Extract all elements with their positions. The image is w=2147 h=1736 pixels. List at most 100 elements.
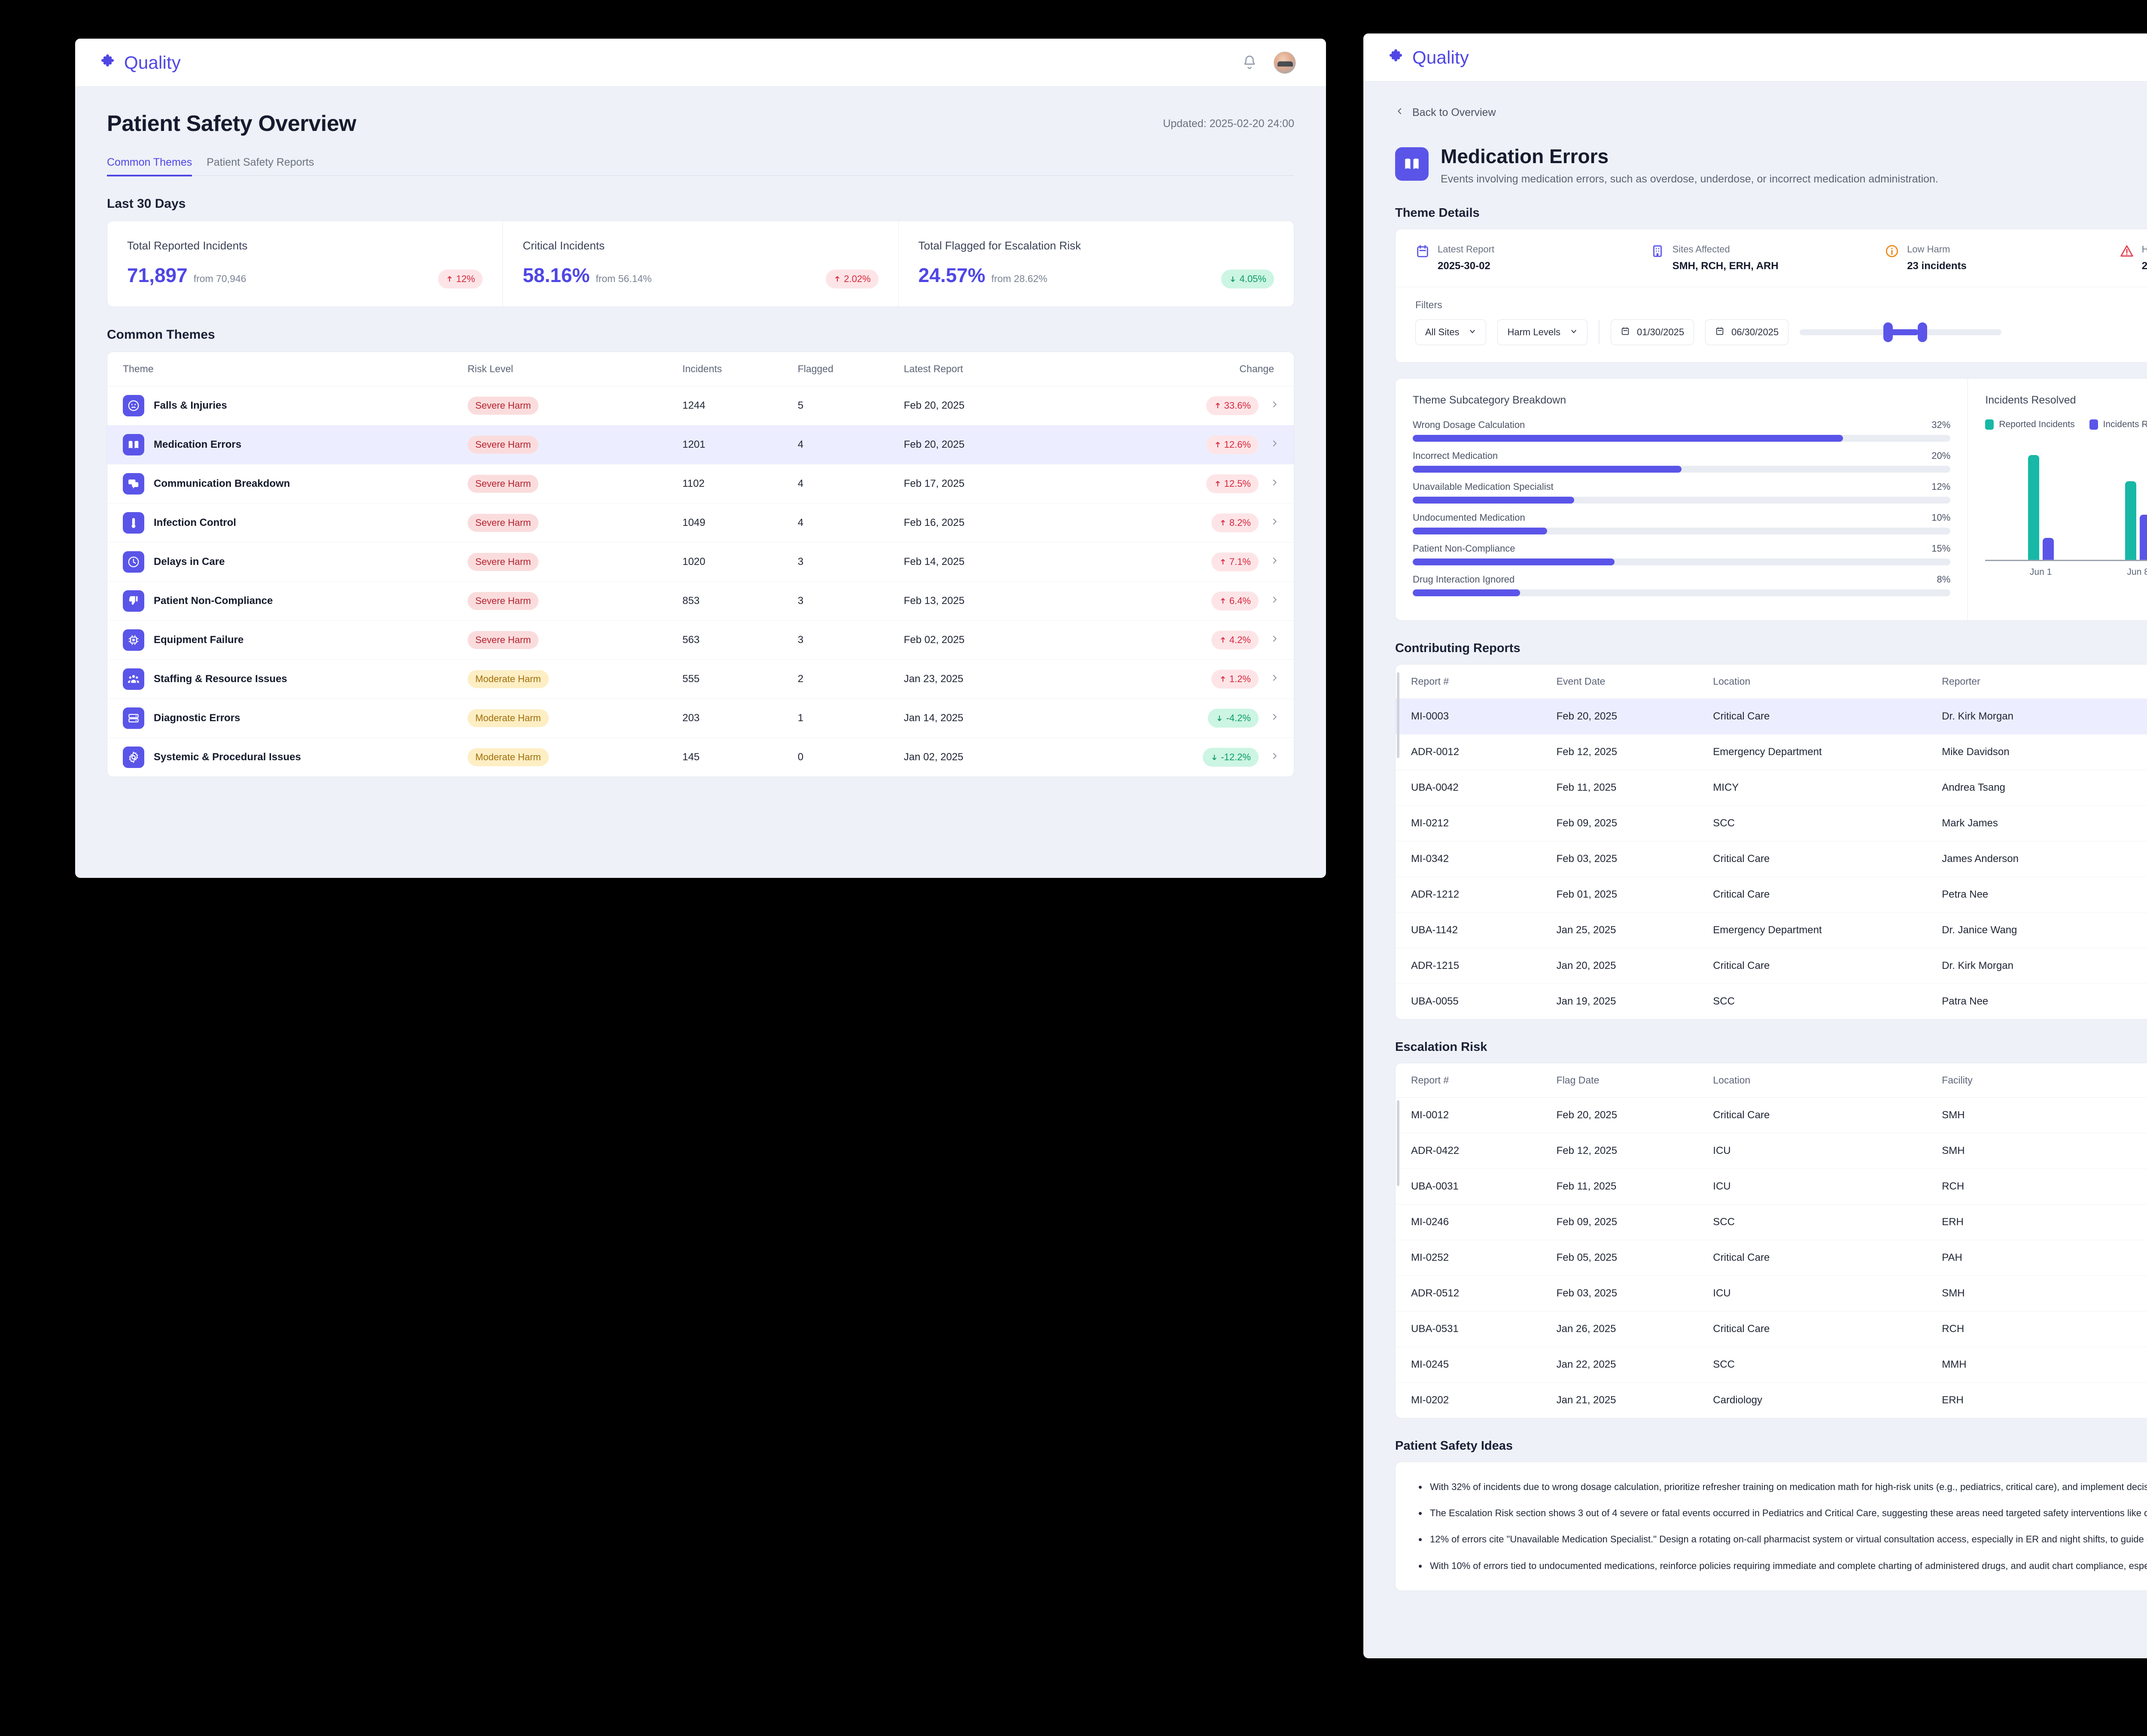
- brand[interactable]: Quality: [100, 52, 181, 73]
- avatar[interactable]: [1274, 51, 1296, 74]
- arrow-up-icon: [1220, 676, 1225, 682]
- date-to-field[interactable]: 06/30/2025: [1705, 319, 1789, 345]
- table-row[interactable]: MI-0202 Jan 21, 2025 Cardiology ERH Seve…: [1396, 1383, 2147, 1418]
- subcategory-label: Incorrect Medication: [1413, 450, 1498, 461]
- table-row[interactable]: MI-0012 Feb 20, 2025 Critical Care SMH S…: [1396, 1097, 2147, 1133]
- table-row[interactable]: Medication Errors Severe Harm 1201 4 Feb…: [107, 425, 1294, 464]
- escalation-col-header: Facility: [1937, 1063, 2147, 1098]
- chevron-down-icon: [1469, 327, 1476, 338]
- detail-header: Back to Overview Updated: 2025-02-20 24:…: [1395, 106, 2147, 125]
- table-row[interactable]: UBA-1142 Jan 25, 2025 Emergency Departme…: [1396, 912, 2147, 948]
- report-id-cell: UBA-0042: [1396, 770, 1552, 806]
- notification-bell-icon[interactable]: [1241, 54, 1258, 71]
- table-row[interactable]: ADR-0512 Feb 03, 2025 ICU SMH Severe Har…: [1396, 1275, 2147, 1311]
- list-item: With 32% of incidents due to wrong dosag…: [1427, 1479, 2147, 1494]
- progress-track: [1413, 558, 1951, 565]
- themes-col-header: Flagged: [793, 352, 900, 386]
- table-row[interactable]: ADR-1215 Jan 20, 2025 Critical Care Dr. …: [1396, 948, 2147, 984]
- incidents-cell: 203: [678, 698, 794, 738]
- flag-date-cell: Feb 05, 2025: [1552, 1240, 1709, 1276]
- progress-track: [1413, 589, 1951, 596]
- location-cell: Critical Care: [1709, 1097, 1938, 1133]
- theme-details-heading: Theme Details: [1395, 206, 1480, 220]
- contributing-scrollbar[interactable]: [1397, 672, 1399, 758]
- table-row[interactable]: Equipment Failure Severe Harm 563 3 Feb …: [107, 620, 1294, 660]
- table-row[interactable]: Falls & Injuries Severe Harm 1244 5 Feb …: [107, 386, 1294, 425]
- chevron-right-icon[interactable]: [1270, 750, 1279, 765]
- facility-cell: SMH: [1937, 1097, 2147, 1133]
- slider-knob-left[interactable]: [1883, 322, 1893, 342]
- event-date-cell: Feb 01, 2025: [1552, 877, 1709, 913]
- chevron-right-icon[interactable]: [1270, 633, 1279, 647]
- location-cell: SCC: [1709, 1347, 1938, 1383]
- chevron-right-icon[interactable]: [1270, 711, 1279, 725]
- contributing-col-header: Reporter: [1937, 665, 2147, 699]
- table-row[interactable]: MI-0252 Feb 05, 2025 Critical Care PAH S…: [1396, 1240, 2147, 1276]
- themes-col-header: Change: [1065, 352, 1294, 386]
- chevron-right-icon[interactable]: [1270, 555, 1279, 569]
- chevron-right-icon[interactable]: [1270, 476, 1279, 491]
- charts-row: Theme Subcategory Breakdown Wrong Dosage…: [1395, 378, 2147, 621]
- chevron-right-icon[interactable]: [1270, 672, 1279, 686]
- table-row[interactable]: UBA-0531 Jan 26, 2025 Critical Care RCH …: [1396, 1311, 2147, 1347]
- table-row[interactable]: MI-0245 Jan 22, 2025 SCC MMH Severe Harm…: [1396, 1347, 2147, 1383]
- table-row[interactable]: Diagnostic Errors Moderate Harm 203 1 Ja…: [107, 698, 1294, 738]
- incidents-cell: 563: [678, 620, 794, 660]
- chevron-right-icon[interactable]: [1270, 516, 1279, 530]
- table-row[interactable]: Patient Non-Compliance Severe Harm 853 3…: [107, 581, 1294, 621]
- slider-knob-right[interactable]: [1918, 322, 1928, 342]
- change-badge: 33.6%: [1206, 396, 1259, 415]
- table-row[interactable]: MI-0212 Feb 09, 2025 SCC Mark James Seve…: [1396, 805, 2147, 841]
- location-cell: MICY: [1709, 770, 1938, 806]
- chevron-right-icon[interactable]: [1270, 594, 1279, 608]
- table-row[interactable]: Infection Control Severe Harm 1049 4 Feb…: [107, 503, 1294, 543]
- latest-report-cell: Feb 13, 2025: [899, 581, 1066, 621]
- table-row[interactable]: UBA-0031 Feb 11, 2025 ICU RCH Moderate H…: [1396, 1168, 2147, 1205]
- table-row[interactable]: Systemic & Procedural Issues Moderate Ha…: [107, 738, 1294, 777]
- subcategory-value: 15%: [1931, 543, 1951, 554]
- tab-common-themes[interactable]: Common Themes: [107, 156, 192, 176]
- location-cell: Critical Care: [1709, 1240, 1938, 1276]
- back-label: Back to Overview: [1412, 106, 1496, 118]
- chevron-right-icon[interactable]: [1270, 437, 1279, 452]
- table-row[interactable]: Communication Breakdown Severe Harm 1102…: [107, 464, 1294, 504]
- change-badge: 1.2%: [1211, 670, 1259, 689]
- table-row[interactable]: ADR-0422 Feb 12, 2025 ICU SMH Severe Har…: [1396, 1133, 2147, 1169]
- chevron-right-icon[interactable]: [1270, 398, 1279, 413]
- themes-col-header: Risk Level: [463, 352, 678, 386]
- brand-right[interactable]: Quality: [1388, 47, 1469, 68]
- table-row[interactable]: MI-0342 Feb 03, 2025 Critical Care James…: [1396, 841, 2147, 877]
- harm-level-filter-select[interactable]: Harm Levels: [1497, 319, 1587, 345]
- latest-report-cell: Feb 20, 2025: [899, 425, 1066, 464]
- info-icon: [1885, 244, 1899, 261]
- date-from-field[interactable]: 01/30/2025: [1610, 319, 1694, 345]
- location-cell: Emergency Department: [1709, 912, 1938, 948]
- tab-patient-safety-reports[interactable]: Patient Safety Reports: [207, 156, 314, 168]
- themes-col-header: Incidents: [678, 352, 794, 386]
- back-to-overview-button[interactable]: Back to Overview: [1395, 106, 1496, 120]
- table-row[interactable]: MI-0003 Feb 20, 2025 Critical Care Dr. K…: [1396, 698, 2147, 734]
- legend-swatch: [1985, 419, 1994, 430]
- table-row[interactable]: ADR-1212 Feb 01, 2025 Critical Care Petr…: [1396, 877, 2147, 913]
- site-filter-select[interactable]: All Sites: [1415, 319, 1487, 345]
- change-cell: 33.6%: [1065, 386, 1294, 425]
- date-range-slider[interactable]: [1800, 320, 2002, 344]
- reporter-cell: Andrea Tsang: [1937, 770, 2147, 806]
- table-row[interactable]: Staffing & Resource Issues Moderate Harm…: [107, 659, 1294, 699]
- report-id-cell: ADR-0422: [1396, 1133, 1552, 1169]
- latest-report-cell: Feb 02, 2025: [899, 620, 1066, 660]
- escalation-heading: Escalation Risk: [1395, 1040, 1487, 1054]
- theme-cell: Diagnostic Errors: [107, 698, 463, 738]
- table-row[interactable]: Delays in Care Severe Harm 1020 3 Feb 14…: [107, 542, 1294, 582]
- theme-cell: Falls & Injuries: [107, 386, 463, 425]
- contributing-table-body: MI-0003 Feb 20, 2025 Critical Care Dr. K…: [1396, 698, 2147, 1020]
- table-row[interactable]: MI-0246 Feb 09, 2025 SCC ERH Severe Harm…: [1396, 1204, 2147, 1240]
- reporter-cell: Petra Nee: [1937, 877, 2147, 913]
- clock-icon: [123, 551, 144, 573]
- table-row[interactable]: UBA-0055 Jan 19, 2025 SCC Patra Nee No H…: [1396, 984, 2147, 1020]
- table-row[interactable]: UBA-0042 Feb 11, 2025 MICY Andrea Tsang …: [1396, 770, 2147, 806]
- flag-date-cell: Feb 20, 2025: [1552, 1097, 1709, 1133]
- table-row[interactable]: ADR-0012 Feb 12, 2025 Emergency Departme…: [1396, 734, 2147, 770]
- latest-report-cell: Feb 20, 2025: [899, 386, 1066, 425]
- escalation-scrollbar[interactable]: [1397, 1100, 1399, 1186]
